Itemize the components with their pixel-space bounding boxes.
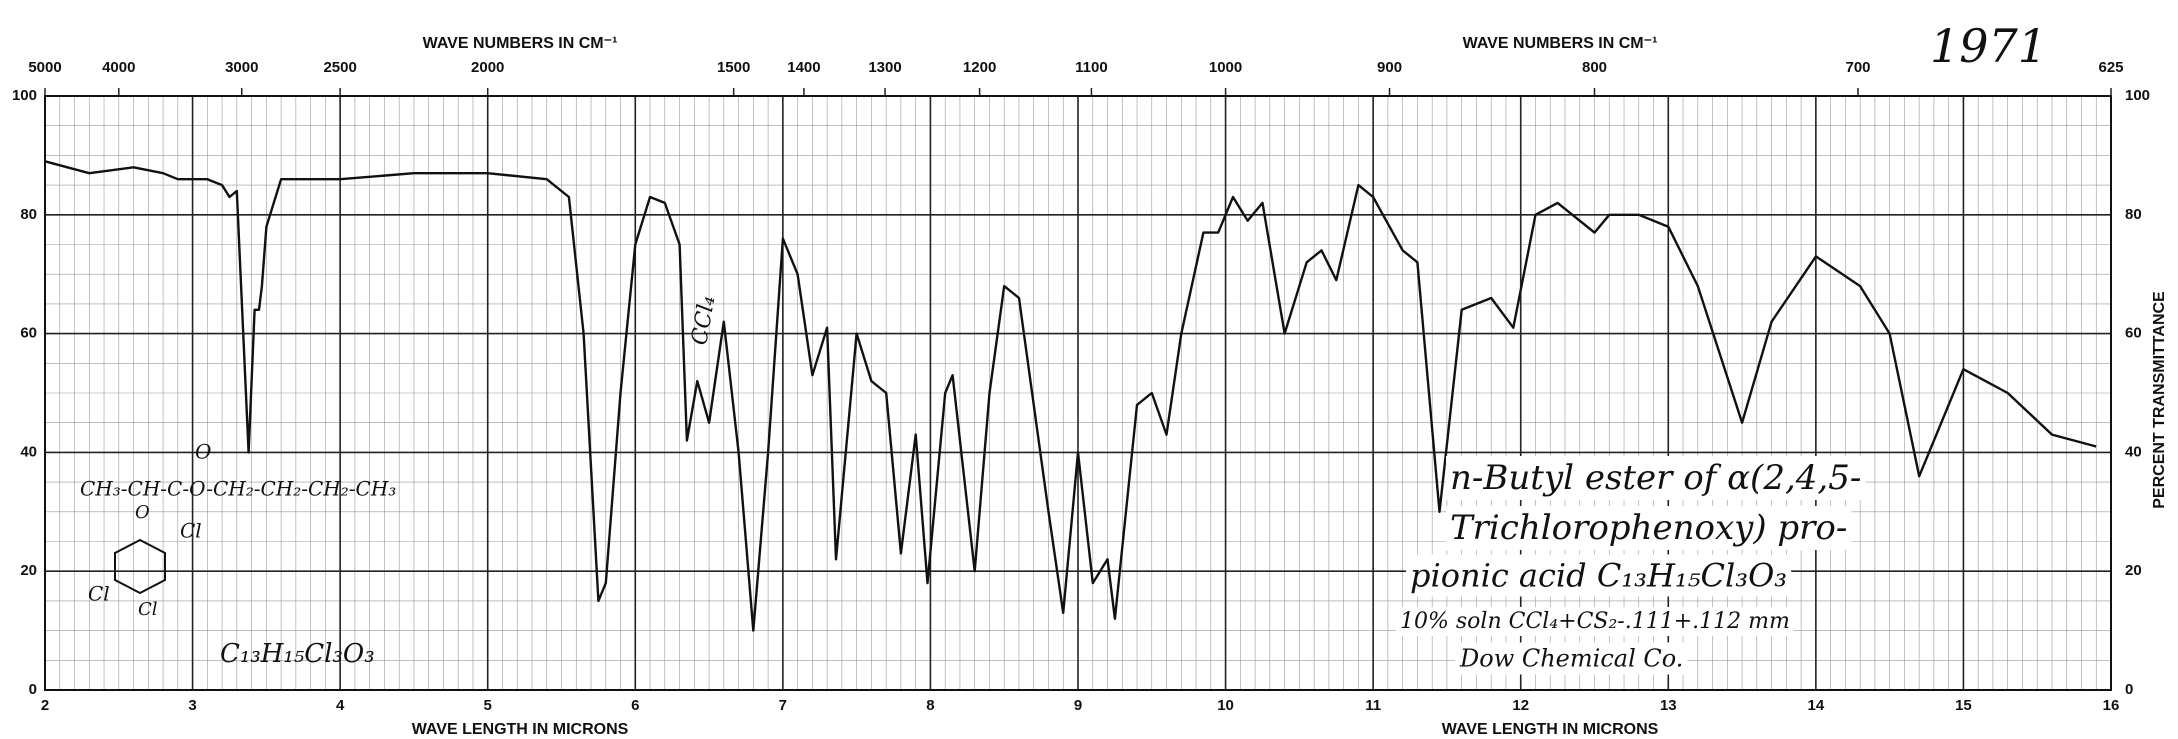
y-axis-title: PERCENT TRANSMITTANCE bbox=[2151, 291, 2168, 509]
annotation: CH₃-CH-C-O-CH₂-CH₂-CH₂-CH₃ bbox=[80, 477, 396, 501]
x-tick-label: 10 bbox=[1217, 697, 1234, 714]
x2-tick-label: 1400 bbox=[787, 59, 820, 76]
annotation: Cl bbox=[180, 519, 202, 543]
x-axis-title: WAVE LENGTH IN MICRONS bbox=[412, 721, 629, 738]
x-tick-label: 4 bbox=[336, 697, 345, 714]
y-tick-label: 20 bbox=[20, 562, 37, 579]
x-axis-title: WAVE LENGTH IN MICRONS bbox=[1442, 721, 1659, 738]
x2-tick-label: 700 bbox=[1846, 59, 1871, 76]
x2-tick-label: 1500 bbox=[717, 59, 750, 76]
annotation: C₁₃H₁₅Cl₃O₃ bbox=[220, 639, 375, 669]
x-tick-label: 12 bbox=[1512, 697, 1529, 714]
y2-tick-label: 0 bbox=[2125, 681, 2133, 698]
note-bg bbox=[1455, 642, 1688, 675]
annotation: O bbox=[135, 502, 150, 523]
y2-tick-label: 100 bbox=[2125, 87, 2150, 104]
annotation: Trichlorophenoxy) pro- bbox=[1450, 508, 1847, 548]
x-tick-label: 11 bbox=[1365, 697, 1381, 714]
y2-tick-label: 80 bbox=[2125, 206, 2142, 223]
x2-tick-label: 4000 bbox=[102, 59, 135, 76]
y-tick-label: 0 bbox=[29, 681, 37, 698]
x2-tick-label: 3000 bbox=[225, 59, 258, 76]
note-bg bbox=[1446, 456, 1866, 500]
annotation: n-Butyl ester of α(2,4,5- bbox=[1450, 458, 1861, 498]
x2-axis-title: WAVE NUMBERS IN CM⁻¹ bbox=[1463, 35, 1658, 52]
y2-tick-label: 20 bbox=[2125, 562, 2142, 579]
x2-tick-label: 2000 bbox=[471, 59, 504, 76]
x-tick-label: 13 bbox=[1660, 697, 1677, 714]
x2-tick-label: 2500 bbox=[323, 59, 356, 76]
x2-axis-title: WAVE NUMBERS IN CM⁻¹ bbox=[423, 35, 618, 52]
annotation: pionic acid C₁₃H₁₅Cl₃O₃ bbox=[1410, 557, 1787, 595]
x2-tick-label: 800 bbox=[1582, 59, 1607, 76]
x-tick-label: 3 bbox=[188, 697, 196, 714]
annotation: Cl bbox=[88, 582, 110, 606]
x-tick-label: 14 bbox=[1808, 697, 1825, 714]
x-tick-label: 7 bbox=[779, 697, 787, 714]
x2-tick-label: 5000 bbox=[28, 59, 61, 76]
y2-tick-label: 40 bbox=[2125, 443, 2142, 460]
annotation: O bbox=[195, 440, 211, 464]
y-tick-label: 100 bbox=[12, 87, 37, 104]
x2-tick-label: 1300 bbox=[868, 59, 901, 76]
spectrum-line bbox=[44, 160, 2097, 632]
ring bbox=[114, 538, 166, 595]
note-bg bbox=[1446, 506, 1852, 550]
y-tick-label: 60 bbox=[20, 325, 37, 342]
note-bg bbox=[1396, 607, 1794, 636]
x-tick-label: 2 bbox=[41, 697, 49, 714]
x-tick-label: 8 bbox=[926, 697, 934, 714]
x2-tick-label: 900 bbox=[1377, 59, 1402, 76]
x-tick-label: 5 bbox=[484, 697, 492, 714]
plot-frame bbox=[44, 95, 2112, 691]
annotation: CCl₄ bbox=[687, 294, 720, 347]
y2-tick-label: 60 bbox=[2125, 325, 2142, 342]
annotation: 10% soln CCl₄+CS₂-.111+.112 mm bbox=[1400, 609, 1790, 634]
x2-tick-label: 1000 bbox=[1209, 59, 1242, 76]
note-bg bbox=[1406, 554, 1792, 597]
y-tick-label: 40 bbox=[20, 443, 37, 460]
x2-tick-label: 1100 bbox=[1075, 59, 1108, 76]
annotation: Dow Chemical Co. bbox=[1459, 645, 1683, 673]
x-tick-label: 16 bbox=[2103, 697, 2120, 714]
x2-tick-label: 625 bbox=[2098, 59, 2123, 76]
annotation: Cl bbox=[138, 599, 158, 620]
x-tick-label: 15 bbox=[1955, 697, 1972, 714]
x-tick-label: 6 bbox=[631, 697, 639, 714]
y-tick-label: 80 bbox=[20, 206, 37, 223]
annotation: 1971 bbox=[1930, 19, 2047, 73]
x2-tick-label: 1200 bbox=[963, 59, 996, 76]
x-tick-label: 9 bbox=[1074, 697, 1082, 714]
